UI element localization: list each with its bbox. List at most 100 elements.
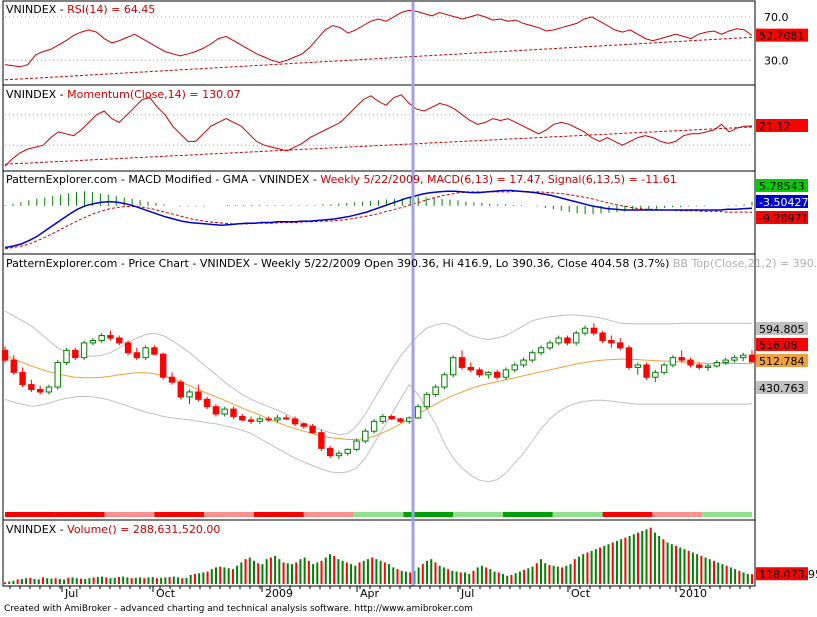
rsi-current-label: 52.7081 [759, 30, 805, 43]
trend-ribbon-segment [602, 512, 653, 517]
x-tick-label: Jul [64, 587, 78, 600]
price-value-label-box [756, 338, 808, 351]
candle [476, 369, 483, 376]
trend-ribbon-segment [453, 512, 503, 517]
candle [599, 332, 606, 341]
rsi-ytick: 30.0 [764, 54, 789, 67]
candle [239, 415, 246, 421]
price-value-label: 430.763 [759, 382, 805, 395]
trend-ribbon-segment [702, 512, 752, 517]
macd-value-label: 5.78543 [759, 180, 805, 193]
candle [116, 337, 123, 344]
price-title: PatternExplorer.com - Price Chart - VNIN… [6, 257, 817, 270]
bb-bottom-line [4, 383, 753, 483]
candle [388, 415, 395, 420]
candle [326, 447, 334, 457]
candle [36, 389, 44, 393]
candle [546, 342, 554, 349]
macd-value-label: -9.28971 [759, 212, 808, 225]
volume-current-label: 118,073,95 [759, 568, 817, 581]
candle [80, 342, 88, 359]
trend-ribbon-segment [652, 512, 703, 517]
candle [467, 366, 474, 371]
candle [28, 384, 35, 391]
price-value-label: 594.805 [759, 323, 805, 336]
volume-current-label-box [756, 567, 808, 581]
candle [186, 391, 193, 398]
candle [423, 393, 431, 408]
macd-value-label: -3.50427 [759, 196, 808, 209]
bb-top-line [4, 310, 753, 436]
candle [107, 335, 114, 339]
candle [168, 376, 176, 383]
candle [291, 418, 299, 425]
momentum-panel[interactable] [2, 84, 756, 172]
price-value-label-box [756, 322, 808, 335]
candle [133, 352, 141, 359]
candle [406, 417, 413, 422]
macd-panel[interactable] [2, 170, 756, 255]
candle [660, 364, 668, 373]
candle [678, 357, 685, 361]
candle [344, 448, 351, 454]
grid-layer [5, 16, 752, 146]
trend-ribbon-segment [204, 512, 254, 517]
momentum-line [4, 94, 753, 167]
candle [687, 359, 694, 366]
candle [441, 374, 448, 388]
momentum-current-label: 21.12 [759, 120, 791, 133]
candle [537, 347, 545, 354]
price-value-label: 512.784 [759, 355, 805, 368]
candle [485, 371, 492, 376]
trend-ribbon-segment [503, 512, 553, 517]
candle [318, 432, 325, 449]
candle [379, 415, 387, 422]
candle [634, 364, 641, 368]
candle [581, 327, 589, 334]
trend-ribbon-segment [353, 512, 404, 517]
candle [370, 420, 378, 432]
trend-ribbon-segment [5, 512, 55, 517]
candle [89, 339, 97, 344]
candle [151, 347, 158, 355]
candle [309, 425, 316, 434]
candle [283, 417, 290, 420]
candle [98, 335, 105, 341]
candle [177, 381, 184, 398]
candle [159, 353, 167, 378]
price-value-label: 516.08 [759, 339, 798, 352]
candle [230, 408, 237, 417]
candle [300, 423, 307, 427]
candle [458, 357, 466, 368]
candle [696, 364, 703, 368]
candle [669, 357, 677, 366]
price-panel[interactable] [2, 253, 756, 521]
trend-ribbon-segment [552, 512, 603, 517]
candle [45, 386, 53, 393]
trend-ribbon-segment [154, 512, 205, 517]
candle [124, 342, 132, 354]
series-layer [1, 9, 756, 584]
trend-ribbon-segment [54, 512, 105, 517]
trend-ribbon-segment [303, 512, 354, 517]
candle [54, 362, 61, 388]
candle [362, 430, 369, 442]
candle [502, 369, 510, 378]
candle [10, 359, 17, 373]
candle [643, 364, 650, 378]
candle [652, 371, 659, 378]
candle [335, 452, 343, 457]
candle [740, 354, 747, 359]
rsi-panel[interactable] [2, 0, 756, 86]
x-tick-label: Apr [360, 587, 380, 600]
candle [203, 398, 211, 408]
x-tick-label: 2010 [679, 587, 707, 600]
price-value-label-box [756, 381, 808, 394]
macd-line [4, 189, 753, 249]
candle [274, 417, 281, 421]
candle [450, 357, 457, 376]
macd-value-label-box [756, 211, 808, 224]
candle [511, 364, 518, 371]
rsi-line [4, 9, 753, 68]
